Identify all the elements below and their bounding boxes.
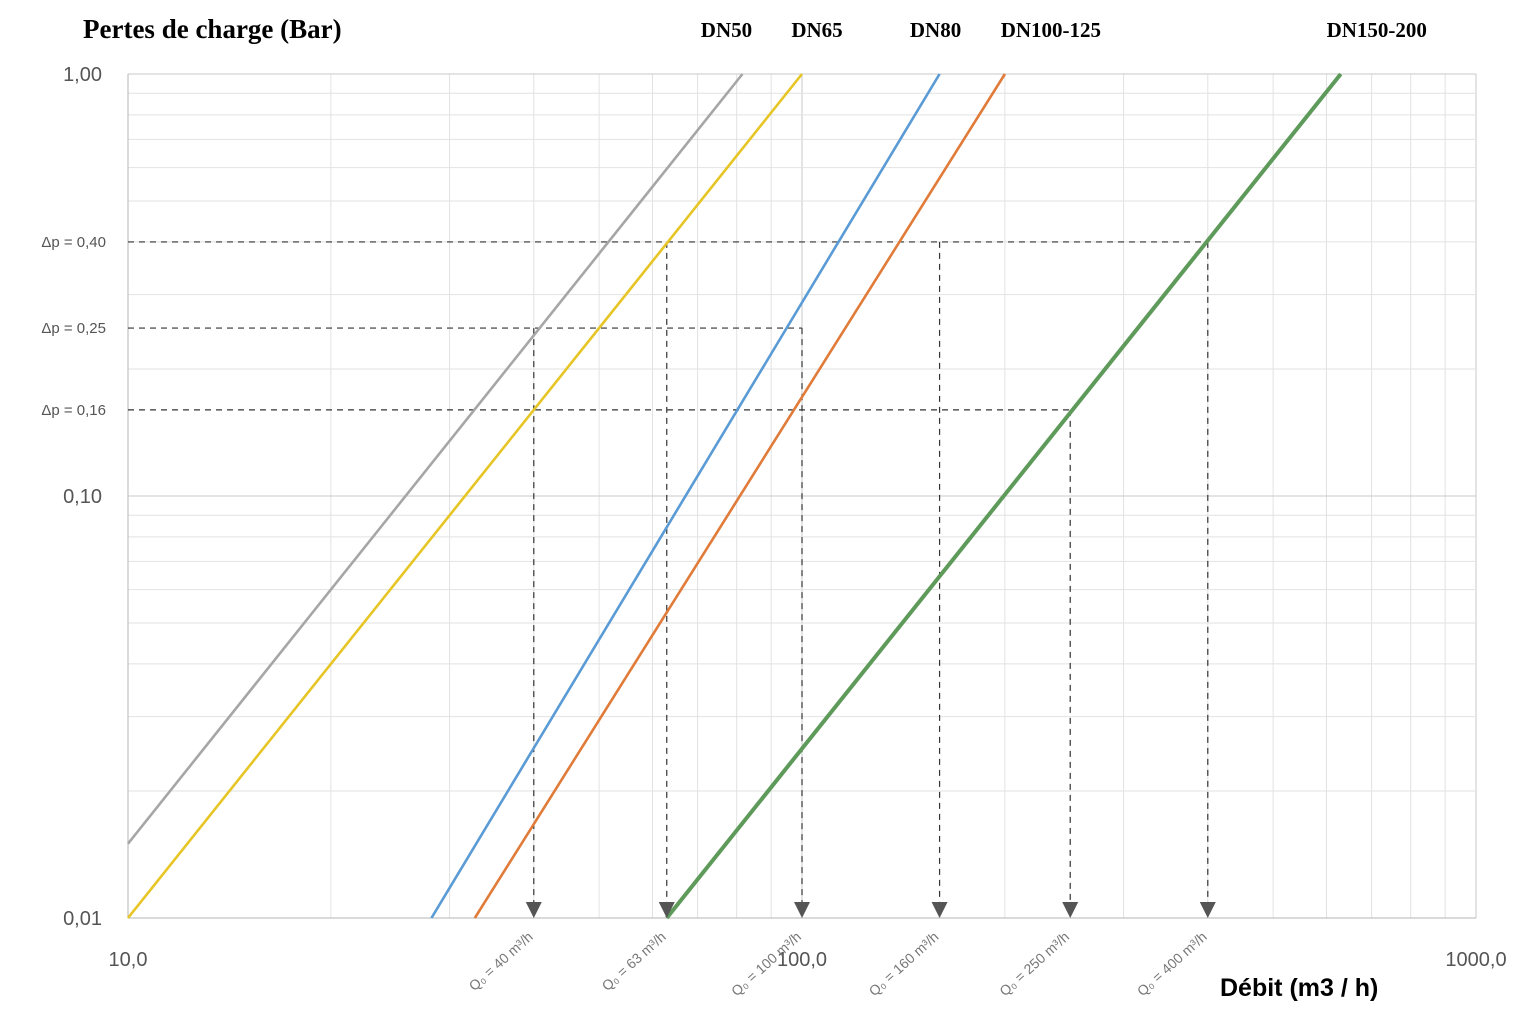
- series-line-dn100-125: [473, 73, 1006, 919]
- series-label: DN80: [910, 18, 961, 42]
- pressure-reference-label: Δp = 0,25: [41, 320, 106, 337]
- series-label: DN50: [701, 18, 752, 42]
- series-label: DN65: [791, 18, 842, 42]
- flow-arrows: [525, 902, 1216, 918]
- series-label: DN100-125: [1001, 18, 1101, 42]
- x-tick-label: 10,0: [109, 949, 148, 971]
- arrow-down-icon: [794, 902, 810, 918]
- reference-lines: [128, 241, 1209, 904]
- arrow-down-icon: [658, 902, 675, 918]
- series-line-dn80: [430, 73, 941, 919]
- pressure-reference-label: Δp = 0,16: [41, 402, 106, 419]
- flow-reference-label: Q₀ = 400 m³/h: [1134, 928, 1210, 999]
- pressure-reference-label: Δp = 0,40: [41, 234, 106, 251]
- chart-title: Pertes de charge (Bar): [83, 14, 342, 44]
- flow-reference-label: Q₀ = 160 m³/h: [866, 928, 942, 999]
- series-line-dn150-200: [665, 72, 1343, 920]
- x-tick-label: 1000,0: [1445, 949, 1506, 971]
- series-line-dn50: [126, 73, 744, 845]
- labels: 10,0 100,0 1000,0 1,00 0,10 0,01 Δp = 0,40 Δp =…: [41, 18, 1506, 999]
- series-lines: [126, 72, 1343, 920]
- series-label: DN150-200: [1327, 18, 1427, 42]
- y-tick-label: 1,00: [63, 64, 102, 86]
- flow-reference-label: Q₀ = 63 m³/h: [599, 928, 669, 994]
- arrow-down-icon: [1062, 902, 1079, 918]
- y-tick-label: 0,10: [63, 486, 102, 508]
- y-tick-label: 0,01: [63, 908, 102, 930]
- x-axis-title: Débit (m3 / h): [1220, 974, 1378, 1002]
- arrow-down-icon: [525, 902, 542, 918]
- arrow-down-icon: [931, 902, 948, 918]
- series-line-dn65: [126, 73, 804, 919]
- flow-reference-label: Q₀ = 250 m³/h: [996, 928, 1072, 999]
- arrow-down-icon: [1199, 902, 1216, 918]
- x-tick-label: 100,0: [777, 949, 827, 971]
- flow-reference-label: Q₀ = 40 m³/h: [466, 928, 536, 994]
